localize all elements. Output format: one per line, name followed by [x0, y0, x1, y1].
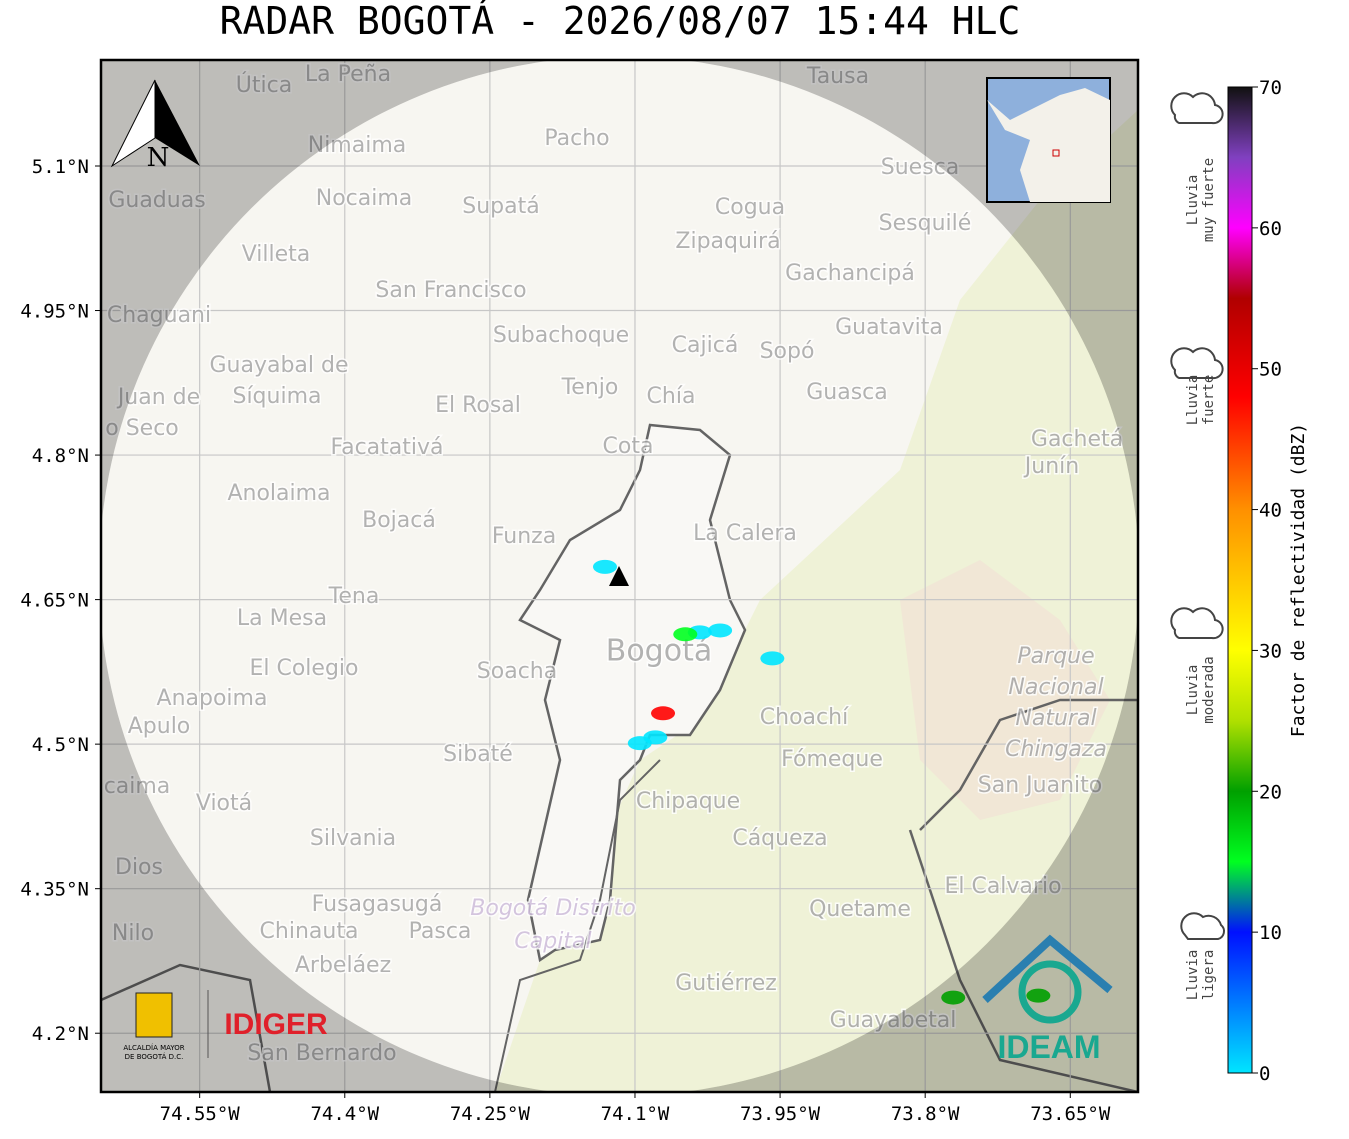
colorbar-tick-label: 30 — [1259, 640, 1282, 662]
y-tick-label: 4.65°N — [20, 590, 89, 612]
x-tick-label: 74.55°W — [160, 1103, 241, 1125]
category-label: ligera — [1201, 950, 1217, 1001]
logo-ideam-text: IDEAM — [997, 1029, 1100, 1065]
colorbar-tick-label: 70 — [1259, 77, 1282, 99]
y-tick-label: 4.35°N — [20, 879, 89, 901]
radar-site — [609, 566, 629, 586]
category-label: Lluvia — [1185, 175, 1201, 226]
colorbar-label: Factor de reflectividad (dBZ) — [1288, 423, 1309, 737]
category-label: Lluvia — [1185, 375, 1201, 426]
y-tick-label: 4.5°N — [32, 734, 89, 756]
category-label: Lluvia — [1185, 665, 1201, 716]
colorbar-tick-label: 20 — [1259, 781, 1282, 803]
category-label: muy fuerte — [1201, 158, 1217, 242]
map-frame — [99, 58, 1140, 1094]
logo-text: ALCALDÍA MAYOR — [123, 1043, 184, 1052]
logo-idiger: IDIGER — [224, 1008, 328, 1041]
x-tick-label: 74.4°W — [310, 1103, 379, 1125]
colorbar-tick-label: 50 — [1259, 359, 1282, 381]
category-label: Lluvia — [1185, 950, 1201, 1001]
x-tick-label: 73.95°W — [740, 1103, 821, 1125]
radar-echo — [592, 559, 617, 574]
y-tick-label: 5.1°N — [32, 156, 89, 178]
x-tick-label: 74.1°W — [601, 1103, 670, 1125]
x-tick-label: 73.8°W — [891, 1103, 960, 1125]
logo-alcaldia: ALCALDÍA MAYOR DE BOGOTÁ D.C. IDIGER — [123, 990, 328, 1061]
colorbar-tick-label: 10 — [1259, 922, 1282, 944]
radar-echo — [941, 990, 966, 1005]
radar-echo — [627, 736, 652, 751]
category-label: moderada — [1201, 656, 1217, 723]
colorbar-tick-label: 60 — [1259, 218, 1282, 240]
inset-map — [986, 77, 1111, 203]
radar-echo — [708, 623, 733, 638]
colorbar — [1227, 86, 1253, 1074]
radar-echo — [651, 706, 676, 721]
y-tick-label: 4.95°N — [20, 301, 89, 323]
radar-echo — [673, 627, 698, 642]
radar-echo — [1026, 988, 1051, 1003]
radar-echo — [760, 651, 785, 666]
logo-text: DE BOGOTÁ D.C. — [125, 1052, 184, 1061]
logo-ideam: IDEAM — [982, 934, 1113, 1065]
x-tick-label: 73.65°W — [1030, 1103, 1111, 1125]
title: RADAR BOGOTÁ - 2026/08/07 15:44 HLC — [220, 0, 1021, 43]
x-tick-label: 74.25°W — [450, 1103, 531, 1125]
north-arrow: N — [110, 79, 200, 173]
colorbar-tick-label: 40 — [1259, 500, 1282, 522]
y-tick-label: 4.8°N — [32, 445, 89, 467]
y-tick-label: 4.2°N — [32, 1023, 89, 1045]
colorbar-tick-label: 0 — [1259, 1063, 1270, 1085]
north-label: N — [147, 143, 170, 173]
category-label: fuerte — [1201, 375, 1217, 426]
